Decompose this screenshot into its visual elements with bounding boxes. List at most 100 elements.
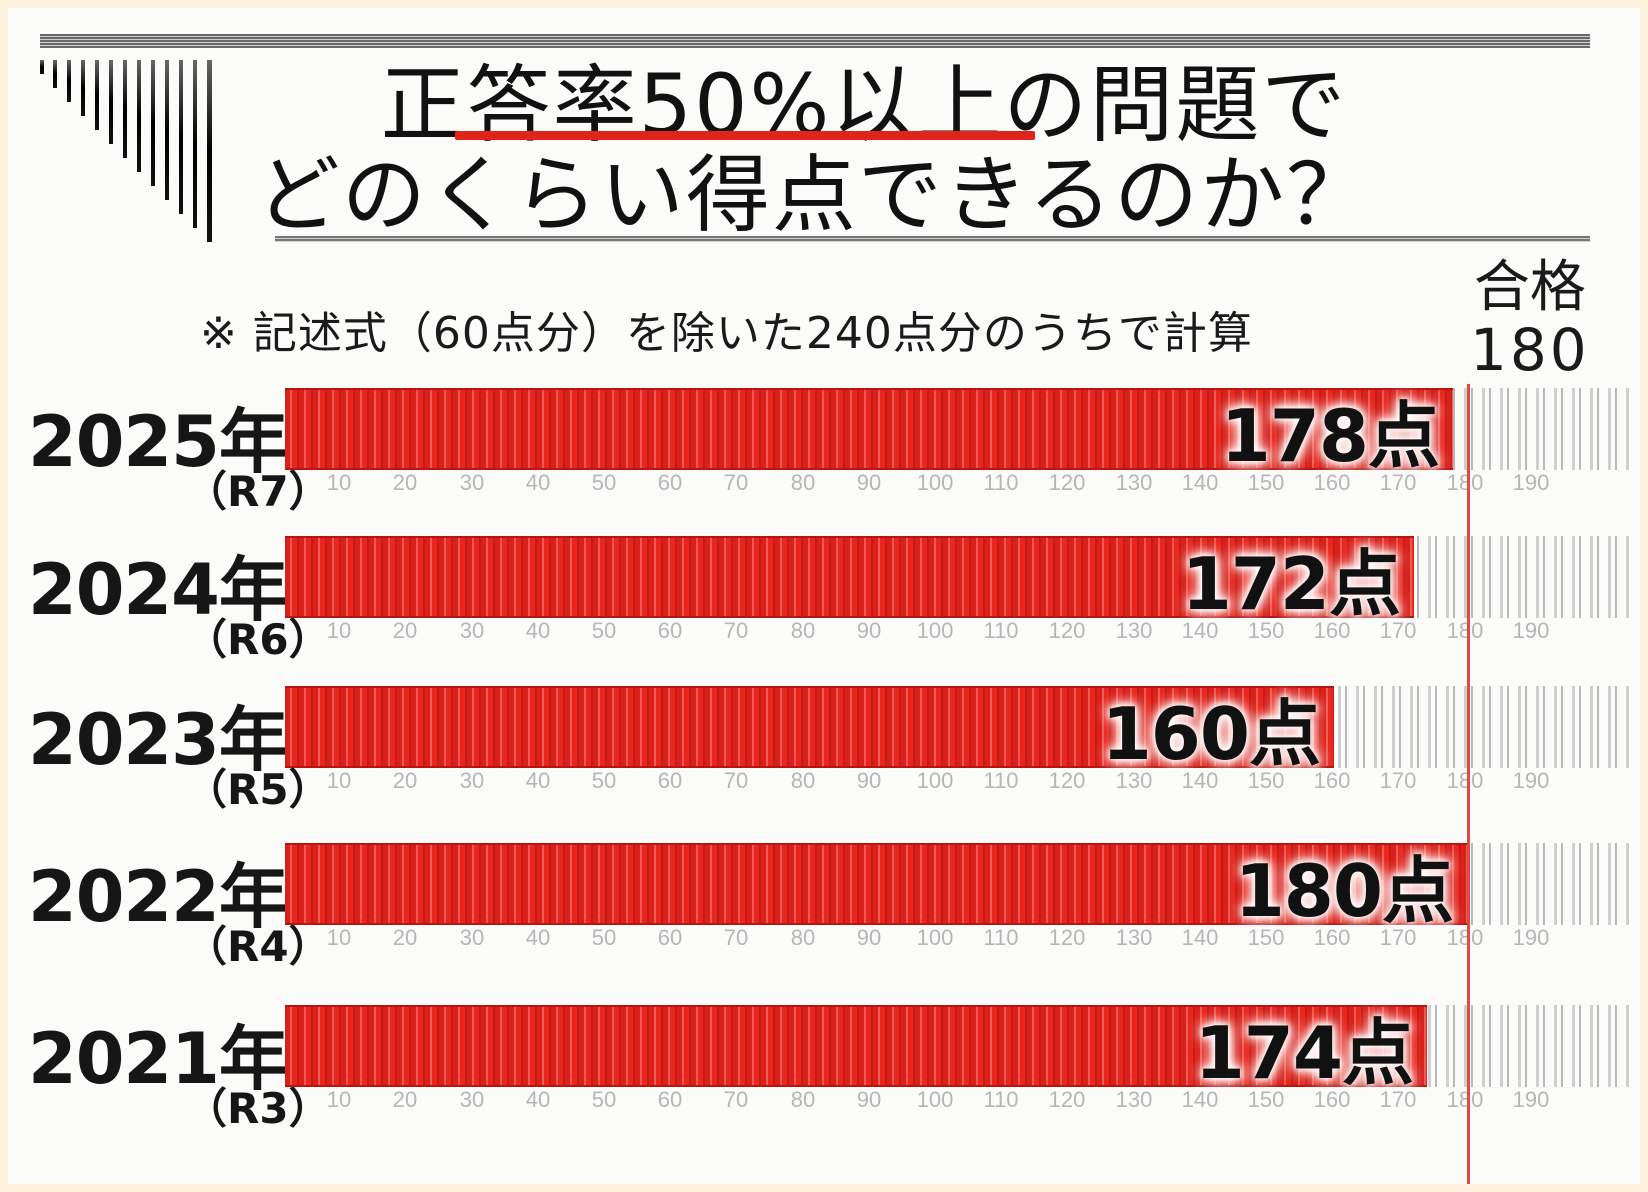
tick-label: 180 (1446, 925, 1484, 950)
pass-threshold-label: 合格 180 (1470, 255, 1590, 384)
tick-label: 120 (1048, 1087, 1086, 1112)
tick-label: 20 (392, 1087, 418, 1112)
tick-label: 120 (1048, 925, 1086, 950)
tick-label: 120 (1048, 470, 1086, 495)
tick-label: 170 (1379, 618, 1417, 643)
score-label: 180点 (1234, 848, 1454, 933)
tick-label: 30 (459, 925, 485, 950)
score-bar (285, 686, 1334, 768)
tick-label: 20 (392, 618, 418, 643)
pass-threshold-line (1467, 384, 1470, 1184)
tick-label: 130 (1115, 618, 1153, 643)
tick-label: 60 (657, 618, 683, 643)
tick-label: 190 (1512, 618, 1550, 643)
tick-label: 140 (1181, 925, 1219, 950)
calculation-note: ※ 記述式（60点分）を除いた240点分のうちで計算 (200, 308, 1253, 359)
tick-label: 70 (723, 470, 749, 495)
decorative-stripes-icon (40, 60, 212, 242)
tick-label: 110 (983, 470, 1019, 495)
era-label: （R6） (185, 615, 331, 664)
tick-label: 10 (326, 470, 352, 495)
tick-label: 20 (392, 768, 418, 793)
tick-label: 90 (856, 470, 882, 495)
tick-label: 190 (1512, 768, 1550, 793)
tick-label: 10 (326, 925, 352, 950)
tick-label: 60 (657, 470, 683, 495)
year-label: 2025年 (28, 401, 289, 483)
tick-label: 50 (591, 925, 617, 950)
tick-label: 40 (525, 925, 551, 950)
tick-label: 10 (326, 1087, 352, 1112)
score-bar (285, 536, 1414, 618)
tick-label: 20 (392, 925, 418, 950)
tick-label: 90 (856, 1087, 882, 1112)
tick-label: 80 (790, 768, 816, 793)
tick-label: 150 (1247, 925, 1285, 950)
title-divider (275, 236, 1590, 242)
score-label: 178点 (1220, 393, 1440, 478)
tick-label: 60 (657, 925, 683, 950)
tick-label: 30 (459, 768, 485, 793)
tick-label: 40 (525, 768, 551, 793)
score-label: 160点 (1101, 691, 1321, 776)
tick-label: 180 (1446, 470, 1484, 495)
tick-label: 170 (1379, 925, 1417, 950)
tick-label: 70 (723, 1087, 749, 1112)
tick-label: 150 (1247, 1087, 1285, 1112)
tick-label: 10 (326, 618, 352, 643)
score-bar (285, 1005, 1427, 1087)
tick-label: 180 (1446, 618, 1484, 643)
year-label: 2022年 (28, 856, 289, 938)
era-label: （R7） (185, 467, 331, 516)
era-label: （R3） (185, 1084, 331, 1133)
tick-label: 90 (856, 925, 882, 950)
tick-label: 140 (1181, 470, 1219, 495)
score-label: 172点 (1181, 541, 1401, 626)
tick-label: 150 (1247, 618, 1285, 643)
tick-label: 120 (1048, 768, 1086, 793)
tick-label: 50 (591, 1087, 617, 1112)
tick-label: 40 (525, 1087, 551, 1112)
pass-label-text: 合格 (1473, 255, 1586, 320)
score-label: 174点 (1194, 1010, 1414, 1095)
tick-label: 100 (916, 618, 954, 643)
tick-label: 100 (916, 768, 954, 793)
tick-label: 160 (1313, 1087, 1351, 1112)
tick-label: 70 (723, 768, 749, 793)
tick-label: 90 (856, 618, 882, 643)
era-label: （R5） (185, 765, 331, 814)
tick-label: 50 (591, 470, 617, 495)
year-label: 2024年 (28, 549, 289, 631)
tick-label: 30 (459, 470, 485, 495)
tick-label: 100 (916, 470, 954, 495)
tick-label: 170 (1379, 768, 1417, 793)
tick-label: 100 (916, 925, 954, 950)
tick-label: 190 (1512, 925, 1550, 950)
tick-label: 180 (1446, 1087, 1484, 1112)
tick-label: 60 (657, 768, 683, 793)
tick-label: 130 (1115, 768, 1153, 793)
tick-label: 70 (723, 618, 749, 643)
tick-label: 30 (459, 618, 485, 643)
tick-label: 130 (1115, 470, 1153, 495)
tick-label: 20 (392, 470, 418, 495)
score-bar (285, 843, 1467, 925)
tick-label: 130 (1115, 1087, 1153, 1112)
tick-label: 40 (525, 618, 551, 643)
tick-label: 190 (1512, 1087, 1550, 1112)
tick-label: 190 (1512, 470, 1550, 495)
tick-label: 80 (790, 1087, 816, 1112)
tick-label: 130 (1115, 925, 1153, 950)
tick-label: 80 (790, 618, 816, 643)
tick-label: 80 (790, 470, 816, 495)
pass-label-value: 180 (1470, 316, 1590, 384)
tick-label: 170 (1379, 470, 1417, 495)
tick-label: 160 (1313, 618, 1351, 643)
era-label: （R4） (185, 922, 331, 971)
tick-label: 40 (525, 470, 551, 495)
tick-label: 110 (983, 1087, 1019, 1112)
tick-label: 80 (790, 925, 816, 950)
tick-label: 160 (1313, 768, 1351, 793)
tick-label: 30 (459, 1087, 485, 1112)
tick-label: 110 (983, 618, 1019, 643)
